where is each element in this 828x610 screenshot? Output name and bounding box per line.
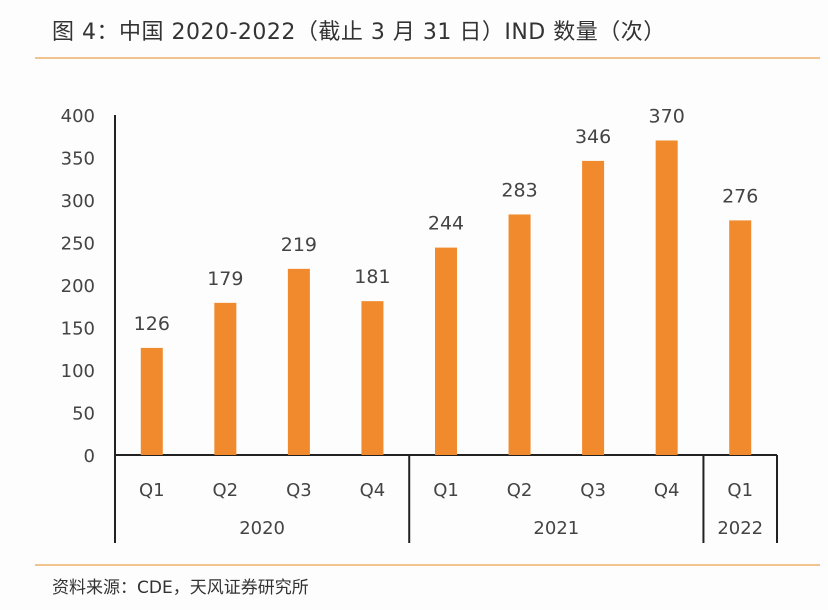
data-label: 276 bbox=[722, 185, 758, 207]
bar bbox=[140, 347, 163, 455]
data-label: 126 bbox=[134, 313, 170, 335]
bar bbox=[214, 302, 237, 455]
bar bbox=[361, 301, 384, 455]
chart-title: 图 4：中国 2020-2022（截止 3 月 31 日）IND 数量（次） bbox=[52, 20, 666, 45]
source-note: 资料来源：CDE，天风证券研究所 bbox=[52, 578, 309, 598]
y-tick-label: 300 bbox=[61, 191, 95, 212]
x-tick-label: Q2 bbox=[213, 480, 239, 501]
bar bbox=[435, 247, 457, 455]
bar bbox=[729, 220, 752, 455]
y-tick-label: 250 bbox=[61, 234, 95, 255]
x-tick-label: Q2 bbox=[507, 480, 533, 501]
data-label: 370 bbox=[649, 106, 685, 128]
group-label: 2022 bbox=[717, 518, 763, 539]
x-tick-label: Q4 bbox=[360, 480, 386, 501]
bar bbox=[287, 268, 310, 455]
title-divider bbox=[35, 57, 820, 59]
data-label: 219 bbox=[281, 234, 317, 256]
bar bbox=[655, 140, 678, 455]
y-tick-label: 50 bbox=[72, 404, 95, 425]
bar bbox=[508, 214, 531, 455]
footer-divider bbox=[35, 564, 820, 566]
x-tick-label: Q4 bbox=[654, 480, 680, 501]
y-tick-label: 350 bbox=[61, 149, 95, 170]
y-tick-label: 400 bbox=[61, 106, 95, 127]
data-label: 244 bbox=[428, 213, 464, 235]
x-tick-label: Q1 bbox=[139, 480, 165, 501]
bar bbox=[582, 160, 605, 455]
data-label: 346 bbox=[575, 126, 611, 148]
y-tick-label: 0 bbox=[84, 446, 95, 467]
data-label: 179 bbox=[207, 268, 243, 290]
y-tick-label: 200 bbox=[61, 276, 95, 297]
x-tick-label: Q3 bbox=[286, 480, 312, 501]
x-tick-label: Q3 bbox=[580, 480, 606, 501]
group-label: 2020 bbox=[239, 518, 285, 539]
data-label: 181 bbox=[354, 266, 390, 288]
y-tick-label: 150 bbox=[61, 319, 95, 340]
x-tick-label: Q1 bbox=[727, 480, 753, 501]
data-label: 283 bbox=[501, 179, 537, 201]
group-label: 2021 bbox=[533, 518, 579, 539]
x-tick-label: Q1 bbox=[433, 480, 459, 501]
y-tick-label: 100 bbox=[61, 361, 95, 382]
